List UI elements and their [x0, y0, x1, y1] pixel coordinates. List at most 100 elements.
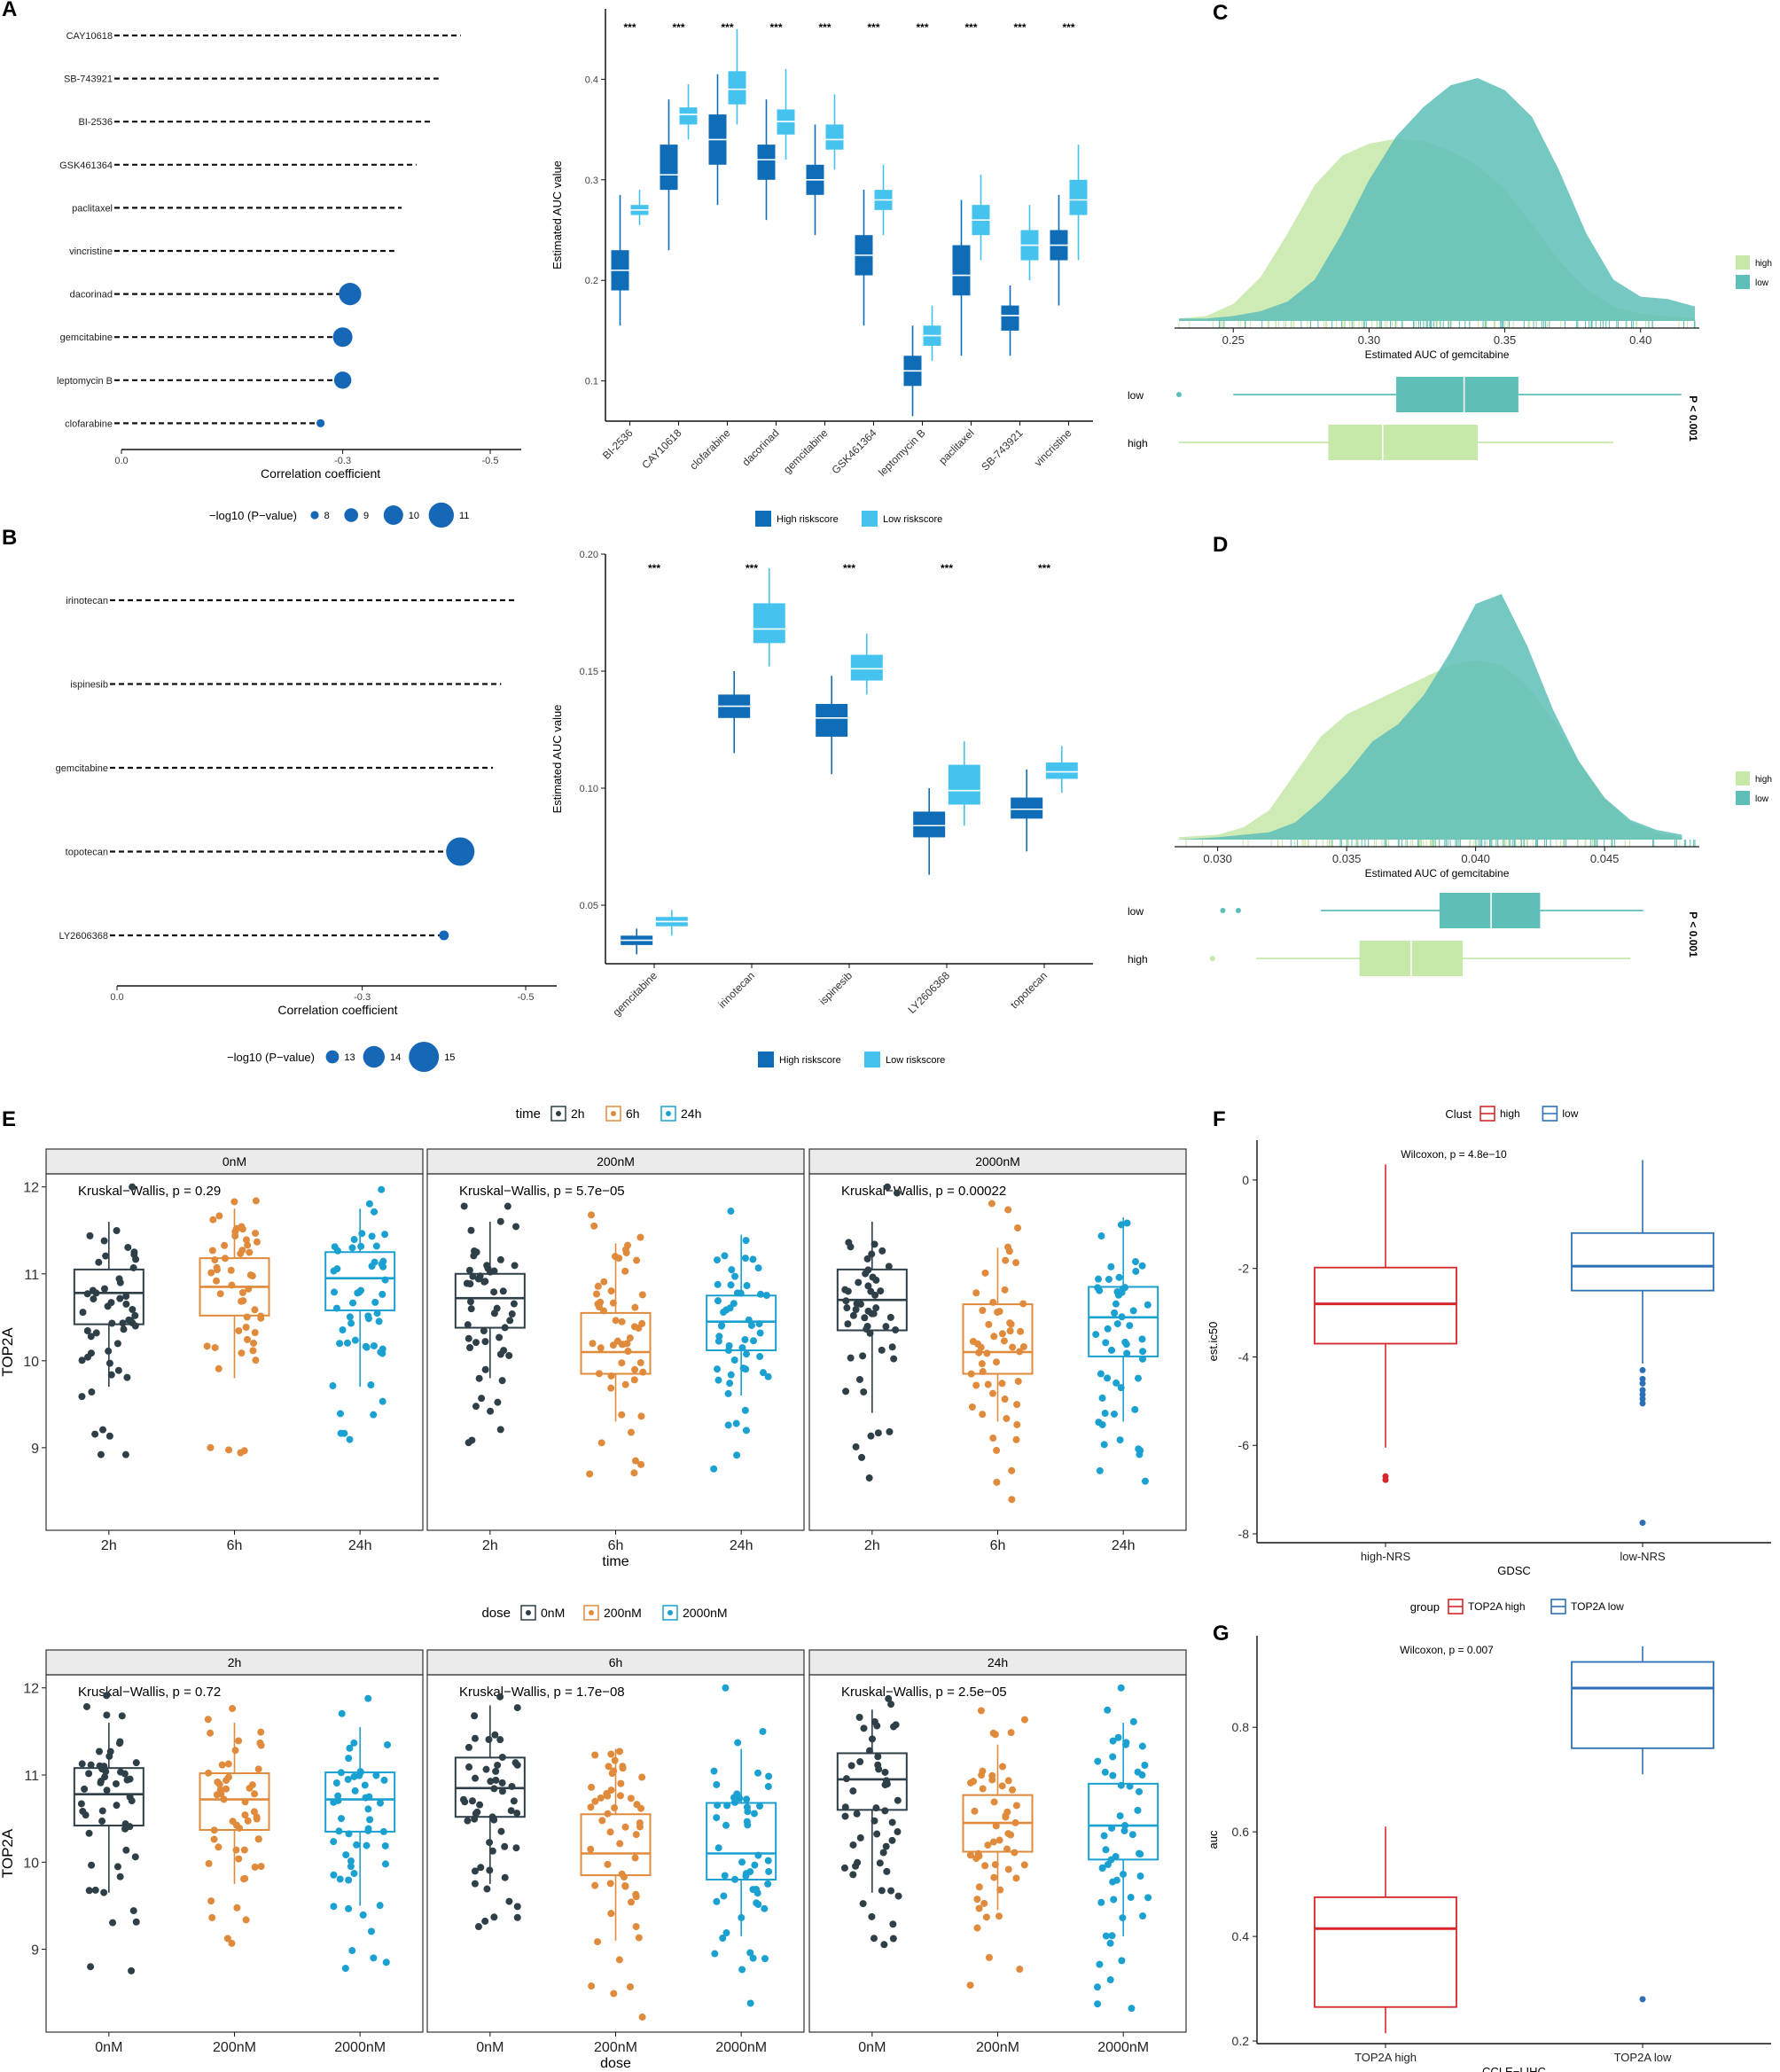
jitter-point [1003, 1414, 1011, 1422]
jitter-point [468, 1797, 476, 1805]
jitter-point [842, 1297, 850, 1305]
jitter-point [235, 1855, 243, 1863]
jitter-point [494, 1761, 502, 1769]
jitter-point [228, 1281, 236, 1289]
box [962, 1303, 1034, 1375]
box-low [753, 603, 785, 644]
jitter-point [498, 1779, 506, 1787]
jitter-point [714, 1297, 722, 1305]
jitter-point [894, 1828, 902, 1836]
jitter-point [591, 1751, 599, 1759]
facet-title: 0nM [222, 1154, 246, 1169]
jitter-point [512, 1223, 520, 1231]
jitter-point [129, 1263, 137, 1271]
jitter-point [611, 1756, 619, 1764]
x-tick-label: 0.040 [1461, 852, 1490, 865]
jitter-point [238, 1297, 246, 1305]
jitter-point [241, 1798, 249, 1806]
x-tick-label: 0.35 [1494, 333, 1516, 347]
x-tick-label: 0.045 [1590, 852, 1620, 865]
jitter-point [749, 1255, 757, 1263]
jitter-point [630, 1376, 638, 1384]
jitter-point [722, 1929, 730, 1937]
jitter-point [750, 1810, 758, 1818]
jitter-point [334, 1796, 342, 1804]
jitter-point [724, 1389, 732, 1397]
jitter-point [241, 1811, 249, 1819]
jitter-point [1019, 1300, 1027, 1308]
x-tick-label: 0nM [858, 2040, 886, 2055]
jitter-point [379, 1827, 387, 1835]
jitter-point [207, 1443, 215, 1451]
jitter-point [764, 1880, 772, 1888]
x-tick-label: vincristine [1032, 426, 1074, 469]
jitter-point [1013, 1401, 1021, 1409]
jitter-point [982, 1913, 990, 1921]
jitter-point [742, 1427, 750, 1435]
box [1571, 1661, 1714, 1749]
x-tick-label: 6h [227, 1538, 243, 1553]
jitter-point [858, 1453, 866, 1461]
jitter-point [345, 1904, 353, 1912]
x-tick-label: 0.30 [1358, 333, 1380, 347]
jitter-point [496, 1736, 504, 1744]
jitter-point [370, 1954, 378, 1962]
legend-swatch [758, 1052, 774, 1067]
jitter-point [980, 1899, 988, 1907]
jitter-point [860, 1388, 868, 1396]
y-tick-label: 10 [23, 1355, 39, 1370]
x-tick-label: 0.0 [110, 992, 123, 1003]
x-tick-label: SB-743921 [979, 426, 1026, 473]
jitter-point [636, 1233, 644, 1241]
jitter-point [243, 1236, 251, 1244]
jitter-point [847, 1762, 855, 1770]
a-left-lollipop: CAY10618 SB-743921 BI-2536 GSK461364 paclita… [57, 31, 521, 528]
jitter-point [988, 1200, 995, 1208]
jitter-point [353, 1841, 361, 1849]
jitter-point [1117, 1781, 1125, 1789]
jitter-point [759, 1727, 767, 1735]
jitter-point [331, 1288, 339, 1296]
jitter-point [878, 1247, 886, 1255]
jitter-point [121, 1450, 129, 1458]
jitter-point [116, 1738, 124, 1746]
jitter-point [874, 1753, 882, 1761]
jitter-point [743, 1795, 751, 1803]
jitter-point [467, 1226, 475, 1234]
jitter-point [253, 1815, 261, 1823]
jitter-point [718, 1321, 726, 1329]
jitter-point [747, 1321, 755, 1329]
jitter-point [1014, 1224, 1022, 1231]
wilcoxon-stat: Wilcoxon, p = 4.8e−10 [1401, 1148, 1507, 1161]
jitter-point [1132, 1267, 1140, 1275]
jitter-point [381, 1860, 389, 1868]
jitter-point [1004, 1777, 1012, 1785]
jitter-point [753, 1889, 761, 1897]
jitter-point [595, 1370, 603, 1378]
box-high [757, 145, 776, 180]
jitter-point [985, 1320, 993, 1328]
jitter-point [636, 1358, 644, 1366]
jitter-point [210, 1826, 218, 1834]
jitter-point [883, 1779, 891, 1787]
jitter-point [594, 1300, 602, 1308]
y-tick-label: 0.05 [580, 901, 598, 911]
jitter-point [710, 1465, 718, 1473]
jitter-point [208, 1913, 216, 1921]
jitter-point [1141, 1477, 1149, 1485]
box-outlier [1382, 1476, 1389, 1483]
box-outlier [1235, 908, 1241, 913]
jitter-point [504, 1202, 511, 1210]
y-tick-label: 10 [23, 1856, 39, 1871]
jitter-point [464, 1817, 472, 1825]
size-legend-dot [383, 505, 403, 525]
x-tick-label: TOP2A high [1355, 2051, 1417, 2064]
jitter-point [611, 1253, 619, 1261]
jitter-point [128, 1966, 136, 1974]
drug-label: vincristine [69, 246, 113, 257]
jitter-point [99, 1426, 107, 1434]
drug-label: leptomycin B [57, 376, 113, 387]
jitter-point [983, 1349, 991, 1357]
jitter-point [476, 1272, 484, 1280]
